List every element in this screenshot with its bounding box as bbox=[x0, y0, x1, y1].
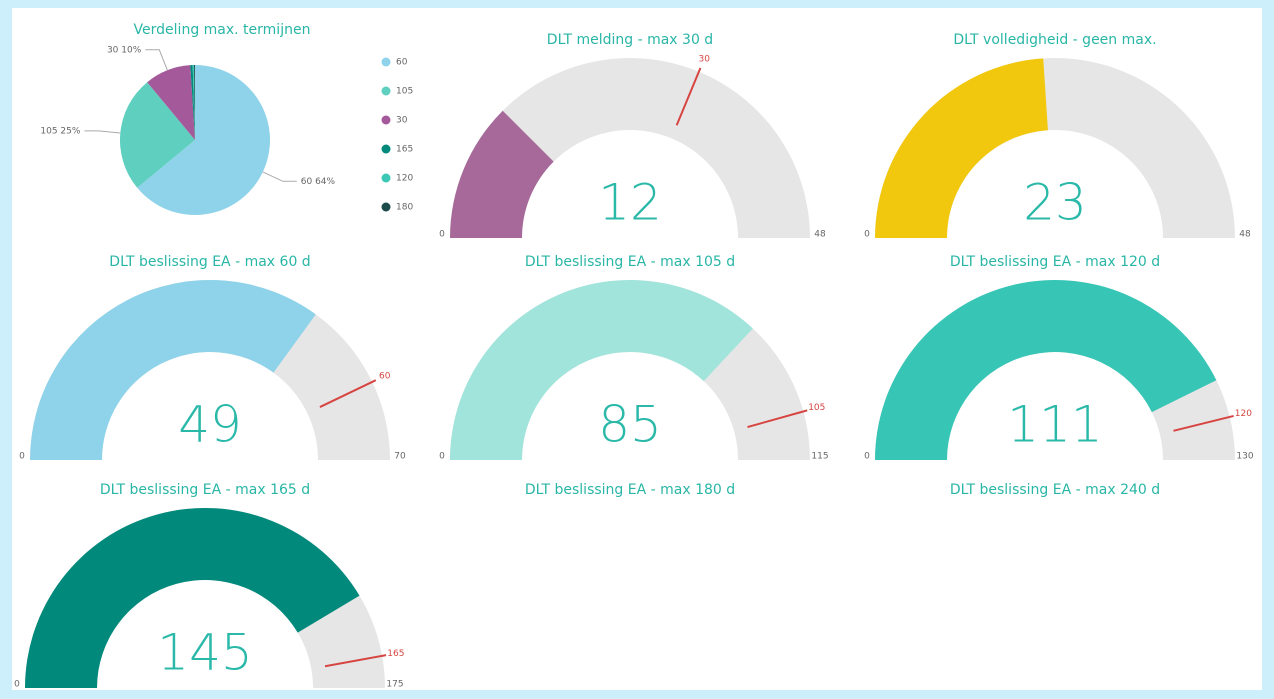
gauge-value-label: 85 bbox=[598, 396, 662, 454]
gauge-title: DLT beslissing EA - max 240 d bbox=[950, 482, 1160, 498]
gauge-target bbox=[324, 654, 387, 668]
legend-label: 60 bbox=[396, 58, 408, 68]
gauge-title: DLT beslissing EA - max 120 d bbox=[950, 254, 1160, 270]
gauge-max: 130 bbox=[1236, 452, 1253, 462]
chart-title: Verdeling max. termijnen bbox=[134, 22, 311, 38]
legend-label: 30 bbox=[396, 116, 408, 126]
gauge-value-label: 145 bbox=[157, 624, 252, 682]
gauge-min: 0 bbox=[439, 452, 445, 462]
gauge-min: 0 bbox=[14, 680, 20, 690]
gauge-max: 115 bbox=[811, 452, 828, 462]
gauge-value-label: 23 bbox=[1023, 174, 1087, 232]
gauge-min: 0 bbox=[864, 230, 870, 240]
legend-swatch bbox=[381, 57, 391, 67]
legend-label: 105 bbox=[396, 87, 413, 97]
data-label: 60 64% bbox=[301, 177, 336, 187]
legend-swatch bbox=[381, 115, 391, 125]
gauge-min: 0 bbox=[439, 230, 445, 240]
gauge-value bbox=[30, 280, 316, 460]
legend-swatch bbox=[381, 144, 391, 154]
gauge-target bbox=[747, 409, 808, 429]
gauge-value-label: 111 bbox=[1007, 396, 1102, 454]
gauge-title: DLT beslissing EA - max 180 d bbox=[525, 482, 735, 498]
data-label: 30 10% bbox=[107, 45, 142, 55]
legend-swatch bbox=[381, 86, 391, 96]
gauge-target bbox=[1173, 414, 1234, 432]
data-label: 105 25% bbox=[40, 126, 80, 136]
gauge-target-label: 60 bbox=[379, 371, 391, 381]
gauge-title: DLT volledigheid - geen max. bbox=[953, 32, 1156, 48]
pie-slice bbox=[147, 65, 195, 140]
gauge-track bbox=[450, 58, 810, 238]
gauge-max: 175 bbox=[386, 680, 403, 690]
gauge-max: 48 bbox=[814, 230, 826, 240]
pie-slice bbox=[194, 65, 195, 140]
gauge-max: 48 bbox=[1239, 230, 1251, 240]
pie-slice bbox=[192, 65, 195, 140]
pie-slice bbox=[120, 82, 195, 188]
gauge-value bbox=[25, 508, 360, 688]
gauge-target-label: 30 bbox=[699, 54, 711, 64]
legend-swatch bbox=[381, 202, 391, 212]
gauge-value bbox=[875, 280, 1217, 460]
gauge-title: DLT beslissing EA - max 165 d bbox=[100, 482, 310, 498]
gauge-value bbox=[450, 110, 554, 238]
pie-slice bbox=[137, 65, 270, 215]
legend-label: 165 bbox=[396, 145, 413, 155]
gauge-title: DLT beslissing EA - max 105 d bbox=[525, 254, 735, 270]
gauge-value-label: 49 bbox=[178, 396, 242, 454]
gauge-target bbox=[319, 379, 377, 408]
gauge-max: 70 bbox=[394, 452, 406, 462]
gauge-min: 0 bbox=[864, 452, 870, 462]
pie-slice bbox=[190, 65, 195, 140]
leader-line bbox=[262, 171, 297, 182]
gauge-target-label: 120 bbox=[1235, 409, 1252, 419]
gauge-target-label: 105 bbox=[808, 403, 825, 413]
leader-line bbox=[145, 49, 168, 71]
legend-swatch bbox=[381, 173, 391, 183]
leader-line bbox=[84, 130, 121, 134]
gauge-title: DLT melding - max 30 d bbox=[547, 32, 713, 48]
gauge-title: DLT beslissing EA - max 60 d bbox=[109, 254, 310, 270]
gauge-value bbox=[875, 58, 1048, 239]
gauge-target-label: 165 bbox=[387, 649, 404, 659]
gauge-min: 0 bbox=[19, 452, 25, 462]
gauge-value bbox=[450, 280, 753, 460]
legend-label: 120 bbox=[396, 174, 413, 184]
legend-label: 180 bbox=[396, 203, 413, 213]
gauge-value-label: 12 bbox=[598, 174, 662, 232]
gauge-target bbox=[675, 67, 702, 126]
